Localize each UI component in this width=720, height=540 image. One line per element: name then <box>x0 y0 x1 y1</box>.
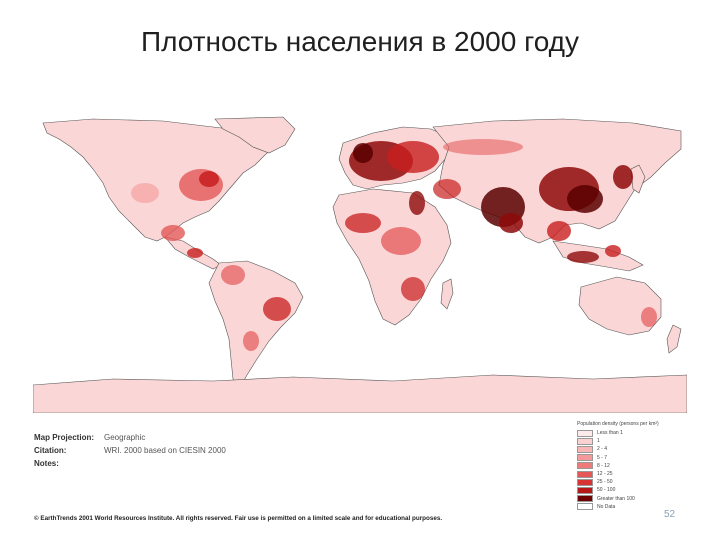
legend-label: Greater than 100 <box>597 495 635 502</box>
legend-label: 8 - 12 <box>597 462 610 469</box>
legend-swatch <box>577 495 593 503</box>
legend-item: Less than 1 <box>577 429 667 437</box>
legend-label: Less than 1 <box>597 430 623 437</box>
map-metadata: Map Projection: Geographic Citation: WRI… <box>34 431 226 470</box>
new-zealand <box>666 324 682 354</box>
legend-item: 50 - 100 <box>577 486 667 494</box>
greenland <box>214 116 296 154</box>
legend-swatch <box>577 437 593 445</box>
legend-label: 5 - 7 <box>597 454 608 461</box>
legend-label: No Data <box>597 503 616 510</box>
projection-row: Map Projection: Geographic <box>34 431 226 444</box>
citation-value: WRI. 2000 based on CIESIN 2000 <box>104 446 226 455</box>
legend-swatch <box>577 478 593 486</box>
notes-label: Notes: <box>34 459 59 468</box>
citation-row: Citation: WRI. 2000 based on CIESIN 2000 <box>34 444 226 457</box>
slide-title: Плотность населения в 2000 году <box>140 26 580 57</box>
madagascar <box>440 278 454 310</box>
legend-item: Greater than 100 <box>577 495 667 503</box>
legend-swatch <box>577 454 593 462</box>
legend-swatch <box>577 445 593 453</box>
africa <box>332 188 452 326</box>
map-legend: Population density (persons per km²) Les… <box>577 421 667 511</box>
australia <box>578 276 662 336</box>
legend-swatch <box>577 462 593 470</box>
north-america <box>42 118 274 242</box>
projection-value: Geographic <box>104 433 146 442</box>
legend-item: 5 - 7 <box>577 454 667 462</box>
notes-row: Notes: <box>34 457 226 470</box>
legend-label: 25 - 50 <box>597 479 613 486</box>
legend-label: 50 - 100 <box>597 487 616 494</box>
legend-title: Population density (persons per km²) <box>577 421 659 427</box>
legend-label: 12 - 25 <box>597 471 613 478</box>
antarctica <box>33 374 687 413</box>
population-density-map <box>33 113 687 413</box>
legend-item: 25 - 50 <box>577 478 667 486</box>
citation-label: Citation: <box>34 446 67 455</box>
legend-label: 2 - 4 <box>597 446 608 453</box>
legend-label: 1 <box>597 438 600 445</box>
copyright-text: © EarthTrends 2001 World Resources Insti… <box>34 515 443 522</box>
page-number: 52 <box>664 509 676 520</box>
projection-label: Map Projection: <box>34 433 95 442</box>
legend-item: 12 - 25 <box>577 470 667 478</box>
world-map-svg <box>33 116 687 413</box>
legend-item: No Data <box>577 503 667 511</box>
legend-swatch <box>577 503 593 511</box>
japan <box>630 164 646 194</box>
legend-item: 8 - 12 <box>577 462 667 470</box>
density-hotspots <box>131 139 657 351</box>
legend-swatch <box>577 486 593 494</box>
legend-item: 2 - 4 <box>577 445 667 453</box>
legend-swatch <box>577 429 593 437</box>
south-america <box>208 260 304 390</box>
legend-item: 1 <box>577 437 667 445</box>
legend-swatch <box>577 470 593 478</box>
